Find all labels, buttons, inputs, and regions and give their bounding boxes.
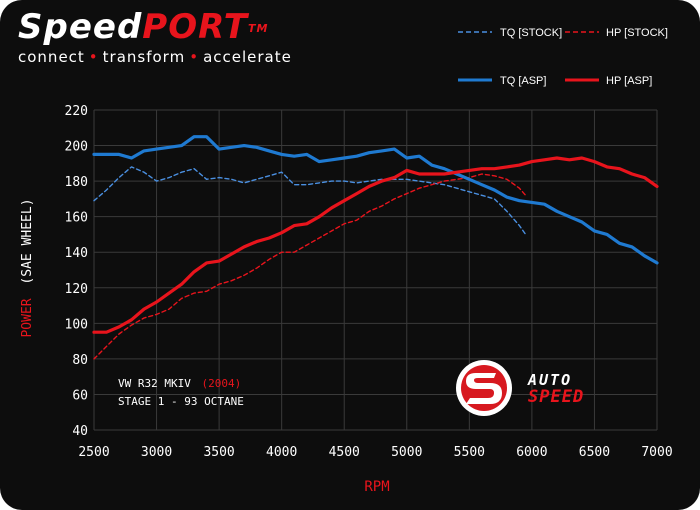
autospeed-logo-s-icon xyxy=(466,373,502,404)
tagline-dot-icon: • xyxy=(88,48,99,66)
brand-name-red: PORT xyxy=(142,7,248,47)
series-line-tq-asp xyxy=(92,135,659,265)
y-axis-title: POWER (SAE WHEEL) xyxy=(20,198,35,337)
y-tick-label: 140 xyxy=(65,246,88,261)
vehicle-year: (2004) xyxy=(201,377,241,390)
x-tick-label: 5000 xyxy=(391,445,422,460)
speedport-logo: SpeedPORTTM xyxy=(18,8,292,46)
y-axis-title-power: POWER xyxy=(20,298,35,337)
x-tick-labels: 2500 3000 3500 4000 4500 5000 5500 6000 6500 7000 xyxy=(78,445,672,460)
legend-label-hp-asp: HP [ASP] xyxy=(606,75,652,87)
vehicle-annotation-line2: STAGE 1 - 93 OCTANE xyxy=(118,395,244,408)
brand-tagline: connect • transform • accelerate xyxy=(18,48,292,66)
x-tick-label: 4000 xyxy=(266,445,297,460)
y-tick-label: 100 xyxy=(65,317,88,332)
y-tick-label: 60 xyxy=(72,388,88,403)
autospeed-logo: AUTO SPEED xyxy=(456,360,584,416)
legend-label-tq-stock: TQ [STOCK] xyxy=(500,27,562,39)
y-axis-title-sae: (SAE WHEEL) xyxy=(20,198,35,284)
series-line-hp-asp xyxy=(92,156,659,334)
vehicle-annotation-line1: VW R32 MKIV (2004) xyxy=(118,377,241,390)
legend-label-tq-asp: TQ [ASP] xyxy=(500,75,546,87)
x-tick-label: 2500 xyxy=(78,445,109,460)
x-tick-label: 5500 xyxy=(454,445,485,460)
chart-legend: TQ [STOCK] HP [STOCK] TQ [ASP] HP [ASP] xyxy=(458,27,668,87)
series-line-tq-stock xyxy=(93,166,527,236)
brand-name-white: Speed xyxy=(18,7,143,47)
tagline-dot-icon: • xyxy=(189,48,200,66)
tagline-connect: connect xyxy=(18,48,85,66)
tagline-accelerate: accelerate xyxy=(203,48,292,66)
brand-trademark: TM xyxy=(247,22,269,35)
y-tick-labels: 40 60 80 100 120 140 160 180 200 220 xyxy=(65,104,88,439)
x-tick-label: 7000 xyxy=(641,445,672,460)
y-tick-label: 220 xyxy=(65,104,88,119)
y-tick-label: 40 xyxy=(72,424,88,439)
x-tick-label: 3000 xyxy=(141,445,172,460)
autospeed-logo-auto: AUTO xyxy=(527,371,572,389)
vehicle-model: VW R32 MKIV xyxy=(118,377,191,390)
y-tick-label: 80 xyxy=(72,353,88,368)
series-line-hp-stock xyxy=(93,173,527,360)
brand-header: SpeedPORTTM connect • transform • accelerate xyxy=(18,8,292,66)
y-tick-label: 200 xyxy=(65,140,88,155)
y-tick-label: 120 xyxy=(65,282,88,297)
x-tick-label: 6500 xyxy=(579,445,610,460)
x-tick-label: 4500 xyxy=(329,445,360,460)
chart-grid xyxy=(93,109,658,431)
y-tick-label: 160 xyxy=(65,211,88,226)
autospeed-logo-speed: SPEED xyxy=(528,387,584,407)
legend-label-hp-stock: HP [STOCK] xyxy=(606,27,668,39)
y-tick-label: 180 xyxy=(65,175,88,190)
chart-series-lines xyxy=(92,135,659,360)
x-axis-title: RPM xyxy=(364,479,389,495)
tagline-transform: transform xyxy=(102,48,186,66)
x-tick-label: 6000 xyxy=(516,445,547,460)
x-tick-label: 3500 xyxy=(203,445,234,460)
